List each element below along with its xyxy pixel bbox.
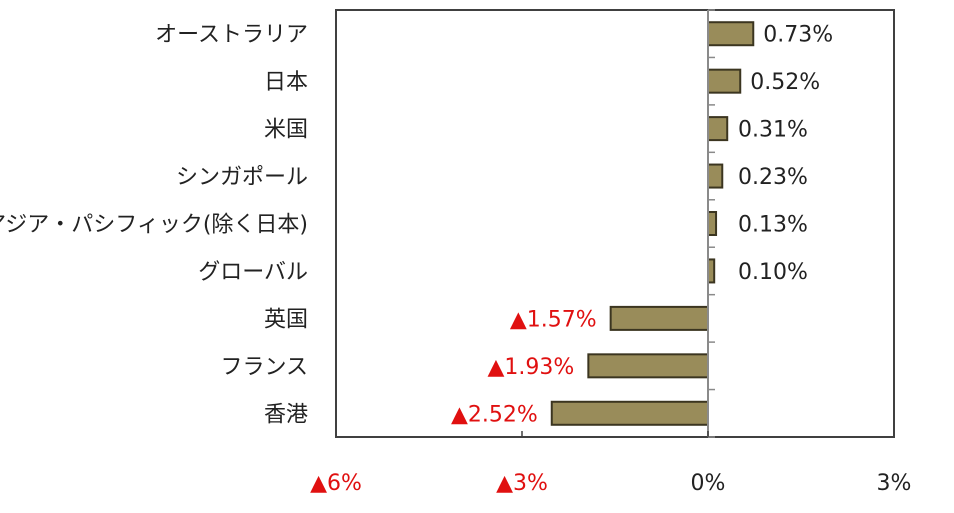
bar <box>587 353 710 379</box>
category-label: フランス <box>220 355 308 380</box>
x-tick-label: 3% <box>877 471 912 496</box>
value-label: 0.31% <box>738 118 808 143</box>
value-label: 0.13% <box>738 213 808 238</box>
plot-border <box>335 9 895 438</box>
bar <box>707 68 742 94</box>
category-label: 日本 <box>264 70 308 95</box>
value-label: 0.52% <box>750 70 820 95</box>
value-label: ▲2.52% <box>451 402 538 427</box>
x-tick-label: ▲3% <box>496 471 548 496</box>
plot-frame <box>335 9 895 438</box>
bar <box>550 400 710 426</box>
value-labels: 0.73% 0.52% 0.31% 0.23% 0.13% 0.10% ▲1.57% ▲1.9… <box>451 23 833 428</box>
value-label: 0.10% <box>738 260 808 285</box>
bars-group <box>550 21 755 426</box>
category-label: シンガポール <box>176 165 308 190</box>
category-label: 香港 <box>264 402 308 427</box>
bar <box>609 305 709 331</box>
value-label: ▲1.57% <box>510 307 597 332</box>
bar <box>707 163 724 189</box>
bar <box>707 211 718 236</box>
category-label: 米国 <box>264 118 308 143</box>
category-label: 英国 <box>264 307 308 332</box>
category-label: グローバル <box>198 260 308 285</box>
bar <box>707 21 755 47</box>
x-tick-label: ▲6% <box>310 471 362 496</box>
value-label: 0.23% <box>738 165 808 190</box>
value-label: ▲1.93% <box>488 355 575 380</box>
category-label: オーストラリア <box>155 23 308 48</box>
category-label: アジア・パシフィック(除く日本) <box>0 213 308 238</box>
bar <box>707 116 729 142</box>
x-tick-label: 0% <box>691 471 726 496</box>
zero-axis <box>335 9 895 438</box>
value-label: 0.73% <box>763 23 833 48</box>
x-tick-labels: ▲6% ▲3% 0% 3% <box>310 471 911 496</box>
